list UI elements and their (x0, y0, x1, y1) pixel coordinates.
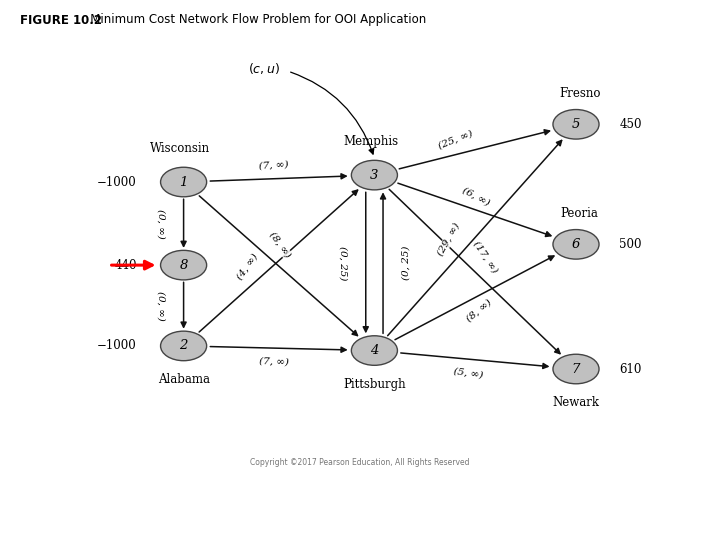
Text: Ronald L. Rardin: Ronald L. Rardin (155, 516, 229, 525)
Text: Copyright © 2017, 1998 by Pearson Education, Inc.: Copyright © 2017, 1998 by Pearson Educat… (425, 497, 658, 506)
Text: (0, ∞): (0, ∞) (156, 208, 165, 239)
Text: (7, ∞): (7, ∞) (259, 357, 289, 367)
Text: (17, ∞): (17, ∞) (472, 239, 499, 274)
Text: Newark: Newark (552, 396, 600, 409)
Text: (8, ∞): (8, ∞) (268, 231, 292, 260)
Circle shape (351, 160, 397, 190)
Text: Peoria: Peoria (561, 207, 598, 220)
Text: (5, ∞): (5, ∞) (453, 367, 483, 380)
Text: Wisconsin: Wisconsin (150, 142, 210, 155)
Text: 500: 500 (619, 238, 642, 251)
Text: 2: 2 (179, 340, 188, 353)
Text: 6: 6 (572, 238, 580, 251)
Text: 7: 7 (572, 362, 580, 375)
Text: (0, ∞): (0, ∞) (156, 291, 165, 320)
Text: −1000: −1000 (97, 176, 137, 188)
Circle shape (351, 336, 397, 366)
Text: 4: 4 (370, 344, 379, 357)
Text: 1: 1 (179, 176, 188, 188)
Circle shape (553, 230, 599, 259)
Text: (0, 25): (0, 25) (402, 246, 410, 280)
Text: (8, ∞): (8, ∞) (464, 298, 493, 324)
Text: FIGURE 10.2: FIGURE 10.2 (20, 14, 102, 26)
Text: Fresno: Fresno (559, 87, 600, 100)
Text: Alabama: Alabama (158, 373, 210, 386)
Text: Memphis: Memphis (343, 136, 398, 148)
Text: PEARSON: PEARSON (591, 500, 693, 518)
Text: ALWAYS LEARNING: ALWAYS LEARNING (13, 504, 116, 514)
Text: (6, ∞): (6, ∞) (461, 185, 491, 207)
Text: 450: 450 (619, 118, 642, 131)
Text: (7, ∞): (7, ∞) (259, 159, 289, 170)
Text: 8: 8 (179, 259, 188, 272)
Text: (0, 25): (0, 25) (338, 246, 347, 280)
Circle shape (553, 354, 599, 384)
Circle shape (161, 167, 207, 197)
Text: (25, ∞): (25, ∞) (436, 129, 474, 151)
Text: Pittsburgh: Pittsburgh (343, 378, 405, 392)
Text: (29, ∞): (29, ∞) (436, 221, 462, 258)
Text: −1000: −1000 (97, 340, 137, 353)
Text: Optimization in Operations Research, 2e: Optimization in Operations Research, 2e (155, 497, 338, 506)
Text: 610: 610 (619, 362, 642, 375)
Text: 440: 440 (114, 259, 137, 272)
Text: 3: 3 (370, 168, 379, 181)
Circle shape (553, 110, 599, 139)
Text: All Rights Reserved: All Rights Reserved (425, 516, 513, 525)
Circle shape (161, 331, 207, 361)
Text: (4, ∞): (4, ∞) (235, 252, 260, 281)
Circle shape (161, 251, 207, 280)
Text: 5: 5 (572, 118, 580, 131)
Text: Copyright ©2017 Pearson Education, All Rights Reserved: Copyright ©2017 Pearson Education, All R… (251, 458, 469, 467)
Text: $(c, u)$: $(c, u)$ (248, 62, 280, 76)
Text: Minimum Cost Network Flow Problem for OOI Application: Minimum Cost Network Flow Problem for OO… (79, 14, 426, 26)
